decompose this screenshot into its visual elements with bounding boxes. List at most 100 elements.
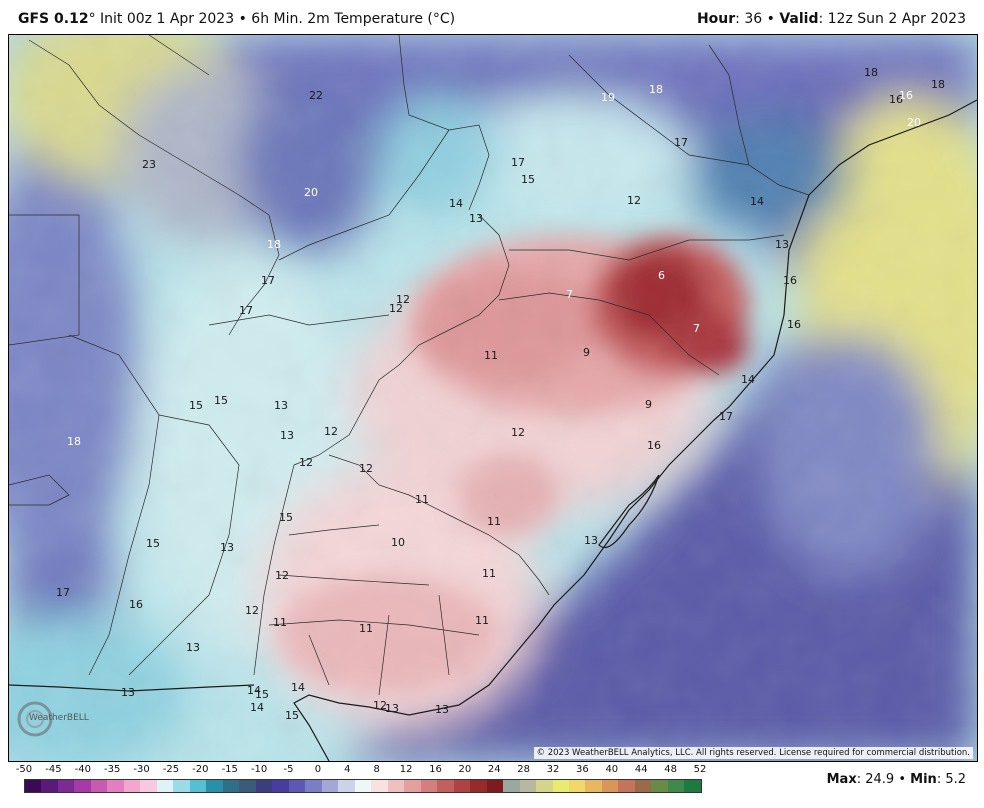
temperature-label: 18 (267, 238, 281, 251)
temperature-label: 15 (146, 537, 160, 550)
scale-tick-label: -50 (15, 764, 33, 775)
separator: • (238, 11, 247, 27)
temperature-label: 12 (299, 456, 313, 469)
temperature-label: 12 (511, 426, 525, 439)
temperature-label: 9 (645, 398, 652, 411)
temperature-label: 14 (449, 197, 463, 210)
max-label: Max (826, 772, 857, 787)
temperature-label: 14 (250, 701, 264, 714)
scale-swatch (618, 780, 635, 792)
scale-swatch (536, 780, 553, 792)
scale-swatch (568, 780, 586, 792)
temperature-label: 15 (255, 688, 269, 701)
temperature-map[interactable]: 22 23 20 18 17 17 19 18 18 16 16 18 20 17 15 17 12 14 14 13… (8, 34, 978, 762)
scale-bar (24, 779, 702, 793)
temperature-label: 9 (583, 346, 590, 359)
temperature-label: 13 (469, 212, 483, 225)
temperature-label: 11 (475, 614, 489, 627)
temperature-label: 16 (647, 439, 661, 452)
scale-swatch (437, 780, 454, 792)
scale-tick-label: 36 (576, 764, 589, 775)
scale-tick-label: 0 (314, 764, 322, 775)
hour-label: Hour (696, 11, 736, 27)
scale-swatch (387, 780, 405, 792)
temperature-label: 17 (674, 136, 688, 149)
color-scale: -50 -45 -40 -35 -30 -25 -20 -15 -10 -5 0 4 8 12 16 20 24… (15, 764, 708, 794)
temperature-label: 11 (484, 349, 498, 362)
scale-swatch (222, 780, 240, 792)
temperature-label: 12 (389, 302, 403, 315)
scale-swatch (90, 780, 108, 792)
temperature-label: 17 (239, 304, 253, 317)
scale-swatch (41, 780, 58, 792)
scale-swatch (74, 780, 91, 792)
temperature-label: 15 (521, 173, 535, 186)
temperature-label: 11 (487, 515, 501, 528)
temperature-label: 16 (787, 318, 801, 331)
temperature-label: 22 (309, 89, 323, 102)
temperature-label: 11 (482, 567, 496, 580)
scale-tick-label: 24 (487, 764, 501, 775)
scale-swatch (338, 780, 355, 792)
temperature-label: 23 (142, 158, 156, 171)
coastlines (9, 99, 977, 761)
degree-sign: ° (88, 11, 96, 27)
max-value: : 24.9 (856, 772, 895, 787)
scale-tick-label: 28 (517, 764, 531, 775)
scale-swatch (486, 780, 504, 792)
scale-tick-label: -20 (192, 764, 209, 775)
temperature-label: 15 (279, 511, 293, 524)
scale-swatch (173, 780, 190, 792)
temperature-label: 20 (304, 186, 318, 199)
scale-swatch (634, 780, 652, 792)
borders (9, 35, 810, 696)
scale-tick-label: -5 (283, 764, 294, 775)
temperature-label: 15 (214, 394, 228, 407)
scale-tick-label: 40 (605, 764, 619, 775)
scale-swatch (255, 780, 273, 792)
hour-value: : 36 (735, 11, 763, 27)
scale-swatch (470, 780, 487, 792)
temperature-label: 11 (359, 622, 373, 635)
scale-tick-label: -10 (250, 764, 268, 775)
temperature-label: 14 (750, 195, 764, 208)
scale-tick-label: 20 (458, 764, 472, 775)
temperature-label: 15 (285, 709, 299, 722)
temperature-label: 17 (719, 410, 733, 423)
temperature-label: 13 (220, 541, 234, 554)
scale-swatch (404, 780, 421, 792)
temperature-label: 18 (864, 66, 878, 79)
scale-swatch (503, 780, 520, 792)
temperature-label: 13 (385, 702, 399, 715)
scale-tick-label: 52 (693, 764, 707, 775)
temperature-label: 11 (273, 616, 287, 629)
temperature-label: 20 (907, 116, 921, 129)
scale-swatch (552, 780, 569, 792)
temperature-label: 14 (741, 373, 755, 386)
logo-text: WeatherBELL (29, 713, 89, 723)
noise-texture (9, 35, 977, 761)
valid-value: : 12z Sun 2 Apr 2023 (818, 11, 966, 27)
scale-swatch (156, 780, 174, 792)
temperature-label: 13 (775, 238, 789, 251)
temperature-label: 13 (280, 429, 294, 442)
temperature-label: 12 (275, 569, 289, 582)
temperature-label: 7 (566, 288, 573, 301)
scale-swatch (519, 780, 537, 792)
temperature-label: 10 (391, 536, 405, 549)
map-header: GFS 0.12° Init 00z 1 Apr 2023 • 6h Min. … (0, 0, 984, 36)
scale-tick-label: 16 (429, 764, 442, 775)
scale-swatch (684, 780, 701, 792)
temperature-label: 18 (649, 83, 663, 96)
scale-swatch (25, 780, 42, 792)
temperature-label: 17 (511, 156, 525, 169)
scale-tick-label: -30 (133, 764, 150, 775)
temperature-label: 7 (693, 322, 700, 335)
header-title: GFS 0.12° Init 00z 1 Apr 2023 • 6h Min. … (18, 11, 455, 27)
scale-swatch (601, 780, 619, 792)
temperature-label: 16 (889, 93, 903, 106)
scale-swatch (667, 780, 685, 792)
field-name: 6h Min. 2m Temperature (°C) (251, 11, 456, 27)
